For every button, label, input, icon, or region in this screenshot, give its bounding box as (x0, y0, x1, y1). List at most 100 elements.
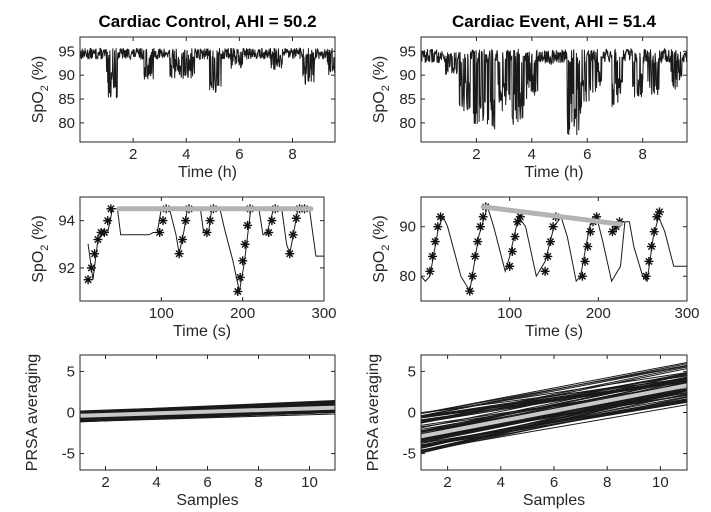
marker-stroke (156, 228, 164, 237)
x-tick-label: 6 (550, 474, 558, 491)
y-axis-label-main: SpO (30, 251, 47, 283)
marker-stroke (647, 242, 656, 251)
data-point-marker (583, 242, 593, 251)
x-tick-label: 8 (638, 146, 646, 163)
marker-stroke (476, 223, 485, 231)
prsa-line (421, 365, 687, 417)
data-point-marker (475, 222, 485, 232)
y-tick-label: 94 (58, 213, 75, 230)
marker-stroke (243, 221, 252, 230)
y-axis-label-unit: (%) (371, 56, 388, 85)
plot-area (80, 400, 335, 423)
y-tick-label: 80 (399, 268, 416, 285)
data-point-marker (425, 266, 435, 276)
data-point-marker (548, 222, 558, 232)
y-tick-label: 85 (399, 91, 416, 108)
y-axis-label-unit: (%) (371, 215, 388, 244)
marker-stroke (645, 257, 653, 266)
data-point-marker (436, 212, 445, 222)
plot-area (80, 46, 335, 99)
series-line (421, 47, 687, 136)
x-tick-label: 8 (603, 474, 611, 491)
marker-stroke (286, 250, 294, 258)
marker-stroke (87, 264, 96, 272)
y-tick-label: 5 (408, 363, 416, 380)
marker-stroke (511, 232, 519, 241)
data-point-marker (585, 227, 595, 237)
data-point-marker (649, 227, 659, 237)
marker-stroke (94, 235, 102, 244)
data-point-marker (205, 216, 215, 226)
subplot-tl: Cardiac Control, AHI = 50.2 2 4 6 8 80 85 90 95 T… (30, 12, 336, 181)
y-axis-label-unit: (%) (30, 215, 47, 244)
y-axis-label-main: SpO (371, 91, 388, 123)
marker-stroke (268, 216, 276, 225)
y-tick-label: -5 (403, 446, 416, 463)
x-tick-label: 100 (149, 305, 174, 322)
data-point-marker (580, 256, 590, 266)
y-axis-label-main: SpO (30, 91, 47, 123)
data-point-marker (577, 271, 587, 281)
marker-stroke (468, 272, 477, 280)
chart-title: Cardiac Event, AHI = 51.4 (452, 12, 656, 31)
marker-stroke (265, 228, 273, 237)
prsa-line (421, 380, 687, 421)
y-tick-label: 80 (399, 115, 416, 132)
marker-stroke (104, 216, 112, 225)
marker-stroke (471, 252, 479, 261)
marker-stroke (234, 287, 242, 296)
marker-stroke (182, 216, 190, 225)
y-tick-label: 90 (58, 67, 75, 84)
data-point-marker (473, 237, 483, 247)
prsa-line (421, 371, 687, 414)
x-tick-label: 200 (586, 305, 611, 322)
marker-stroke (586, 228, 595, 236)
marker-stroke (581, 257, 589, 266)
mean-trend-line (421, 383, 687, 439)
y-tick-label: 80 (58, 115, 75, 132)
marker-stroke (289, 231, 297, 239)
data-point-marker (433, 222, 443, 232)
data-point-marker (540, 266, 550, 276)
subplot-ml: 100 200 300 92 94 Time (s) SpO2 (%) (30, 196, 337, 340)
marker-stroke (206, 216, 214, 225)
x-tick-label: 10 (652, 474, 669, 491)
data-point-marker (103, 216, 113, 226)
marker-stroke (650, 228, 658, 236)
data-point-marker (243, 220, 252, 230)
prsa-line (421, 364, 687, 414)
plot-area (83, 204, 324, 296)
data-point-marker (543, 251, 553, 261)
y-axis-label-subscript: 2 (39, 245, 51, 251)
x-tick-label: 4 (152, 474, 160, 491)
marker-stroke (516, 213, 524, 221)
data-point-marker (155, 228, 165, 237)
x-axis-label: Time (h) (178, 164, 237, 181)
x-tick-label: 6 (235, 146, 243, 163)
x-tick-label: 300 (674, 305, 699, 322)
marker-stroke (84, 276, 92, 284)
y-tick-label: 90 (399, 219, 416, 236)
series-line (80, 46, 335, 99)
data-point-marker (267, 216, 277, 226)
y-tick-label: 95 (399, 43, 416, 60)
axes-box (420, 36, 688, 143)
data-point-marker (641, 271, 651, 281)
prsa-line (421, 382, 687, 430)
plot-area (421, 361, 687, 454)
subplot-bl: 2 4 6 8 10 -5 0 5 Samples PRSA averaging (24, 354, 336, 509)
y-tick-label: 5 (67, 363, 75, 380)
marker-stroke (292, 214, 300, 222)
subplot-mr: 100 200 300 80 90 Time (s) SpO2 (%) (371, 196, 700, 340)
plot-area (421, 202, 687, 296)
y-tick-label: 90 (399, 67, 416, 84)
data-point-marker (264, 228, 274, 237)
x-axis-label: Time (s) (173, 323, 231, 340)
data-point-marker (233, 287, 243, 296)
marker-stroke (584, 242, 592, 251)
marker-stroke (508, 247, 516, 256)
marker-stroke (544, 252, 552, 261)
marker-stroke (241, 240, 249, 248)
x-tick-label: 4 (182, 146, 190, 163)
subplot-br: 2 4 6 8 10 -5 0 5 Samples PRSA averaging (365, 354, 688, 509)
